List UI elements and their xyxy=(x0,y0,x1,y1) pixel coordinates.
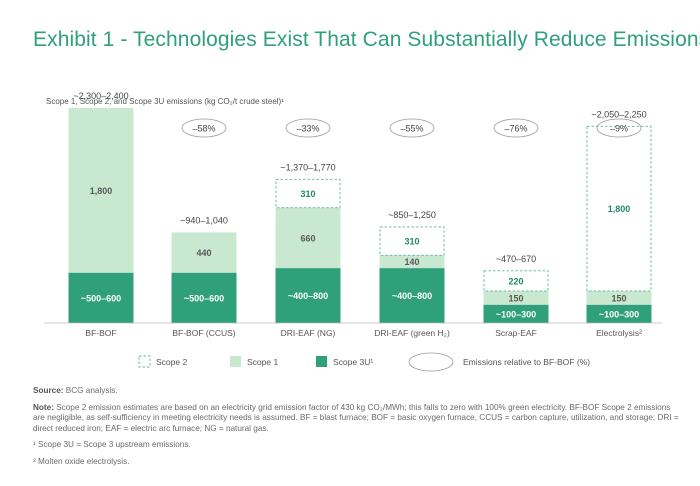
category-label-3: DRI-EAF (green H₂) xyxy=(374,328,450,338)
label-scope3u-3: ~400–800 xyxy=(392,291,432,301)
bar-scope2-5 xyxy=(586,125,652,292)
chart-title: Exhibit 1 - Technologies Exist That Can … xyxy=(33,28,700,51)
total-label-2: ~1,370–1,770 xyxy=(280,162,335,172)
category-label-1: BF-BOF (CCUS) xyxy=(172,328,235,338)
label-scope1-5: 150 xyxy=(611,293,626,303)
reduction-label-4: –76% xyxy=(504,124,527,134)
label-scope3u-4: ~100–300 xyxy=(496,309,536,319)
legend-scope3u-swatch xyxy=(316,356,327,367)
reduction-label-2: –33% xyxy=(296,124,319,134)
label-scope1-3: 140 xyxy=(404,257,419,267)
label-scope1-4: 150 xyxy=(508,293,523,303)
bar-scope1-4 xyxy=(483,290,549,305)
bar-scope3u-2 xyxy=(275,268,341,323)
bar-scope3u-4 xyxy=(483,304,549,323)
total-label-1: ~940–1,040 xyxy=(180,215,228,225)
legend-scope1-swatch xyxy=(230,356,241,367)
label-scope3u-5: ~100–300 xyxy=(599,309,639,319)
total-label-5: ~2,050–2,250 xyxy=(591,109,646,119)
label-scope1-1: 440 xyxy=(196,248,211,258)
reduction-ellipse-4 xyxy=(493,118,539,138)
bar-scope3u-0 xyxy=(68,272,134,323)
reduction-ellipse-1 xyxy=(181,118,227,138)
total-label-3: ~850–1,250 xyxy=(388,210,436,220)
label-scope2-3: 310 xyxy=(404,237,419,247)
legend-scope3u-label: Scope 3U¹ xyxy=(333,357,373,367)
chart-subtitle: Scope 1, Scope 2, and Scope 3U emissions… xyxy=(46,97,284,106)
label-scope3u-2: ~400–800 xyxy=(288,291,328,301)
category-label-0: BF-BOF xyxy=(85,328,116,338)
category-label-2: DRI-EAF (NG) xyxy=(281,328,336,338)
legend-scope2-swatch xyxy=(138,355,151,368)
legend-relative-ellipse xyxy=(408,352,454,372)
source-line: Source: BCG analysis. xyxy=(33,386,118,395)
bar-scope2-3 xyxy=(379,226,445,256)
total-label-4: ~470–670 xyxy=(496,254,536,264)
bar-scope3u-5 xyxy=(586,304,652,323)
label-scope3u-1: ~500–600 xyxy=(184,293,224,303)
category-label-4: Scrap-EAF xyxy=(495,328,537,338)
footnote-1: ¹ Scope 3U = Scope 3 upstream emissions. xyxy=(33,440,191,450)
bars-group: ~500–600 1,800 ~2,300–2,400 ~500–600 440 ~940… xyxy=(68,91,652,323)
bar-scope1-1 xyxy=(171,232,237,273)
reduction-ellipse-3 xyxy=(389,118,435,138)
reduction-ellipse-2 xyxy=(285,118,331,138)
bar-scope1-3 xyxy=(379,255,445,269)
reduction-label-1: –58% xyxy=(192,124,215,134)
bar-scope1-2 xyxy=(275,207,341,269)
reduction-label-3: –55% xyxy=(400,124,423,134)
bar-scope2-4 xyxy=(483,270,549,292)
bar-scope1-5 xyxy=(586,290,652,305)
bar-scope3u-1 xyxy=(171,272,237,323)
reduction-label-5: –9% xyxy=(610,124,628,134)
category-labels: BF-BOF BF-BOF (CCUS) DRI-EAF (NG) DRI-EAF (… xyxy=(85,328,642,338)
reduction-ellipse-5 xyxy=(596,118,642,138)
label-scope3u-0: ~500–600 xyxy=(81,293,121,303)
bar-scope1-0 xyxy=(68,107,134,273)
footnote-2: ² Molten oxide electrolysis. xyxy=(33,456,130,466)
legend: Scope 2 Scope 1 Scope 3U¹ Emissions relativ… xyxy=(138,352,590,372)
legend-scope1-label: Scope 1 xyxy=(247,357,278,367)
total-label-0: ~2,300–2,400 xyxy=(73,91,128,101)
label-scope1-0: 1,800 xyxy=(90,186,113,196)
label-scope1-2: 660 xyxy=(300,233,315,243)
note-line: Note: Scope 2 emission estimates are bas… xyxy=(33,402,679,433)
category-label-5: Electrolysis² xyxy=(596,328,642,338)
legend-scope2-label: Scope 2 xyxy=(156,357,187,367)
legend-relative-label: Emissions relative to BF-BOF (%) xyxy=(463,357,590,367)
notes-section: Source: BCG analysis. Note: Scope 2 emis… xyxy=(33,386,683,474)
label-scope2-2: 310 xyxy=(300,189,315,199)
bar-scope3u-3 xyxy=(379,268,445,323)
label-scope2-5: 1,800 xyxy=(608,204,631,214)
bar-scope2-2 xyxy=(275,178,341,209)
label-scope2-4: 220 xyxy=(508,276,523,286)
